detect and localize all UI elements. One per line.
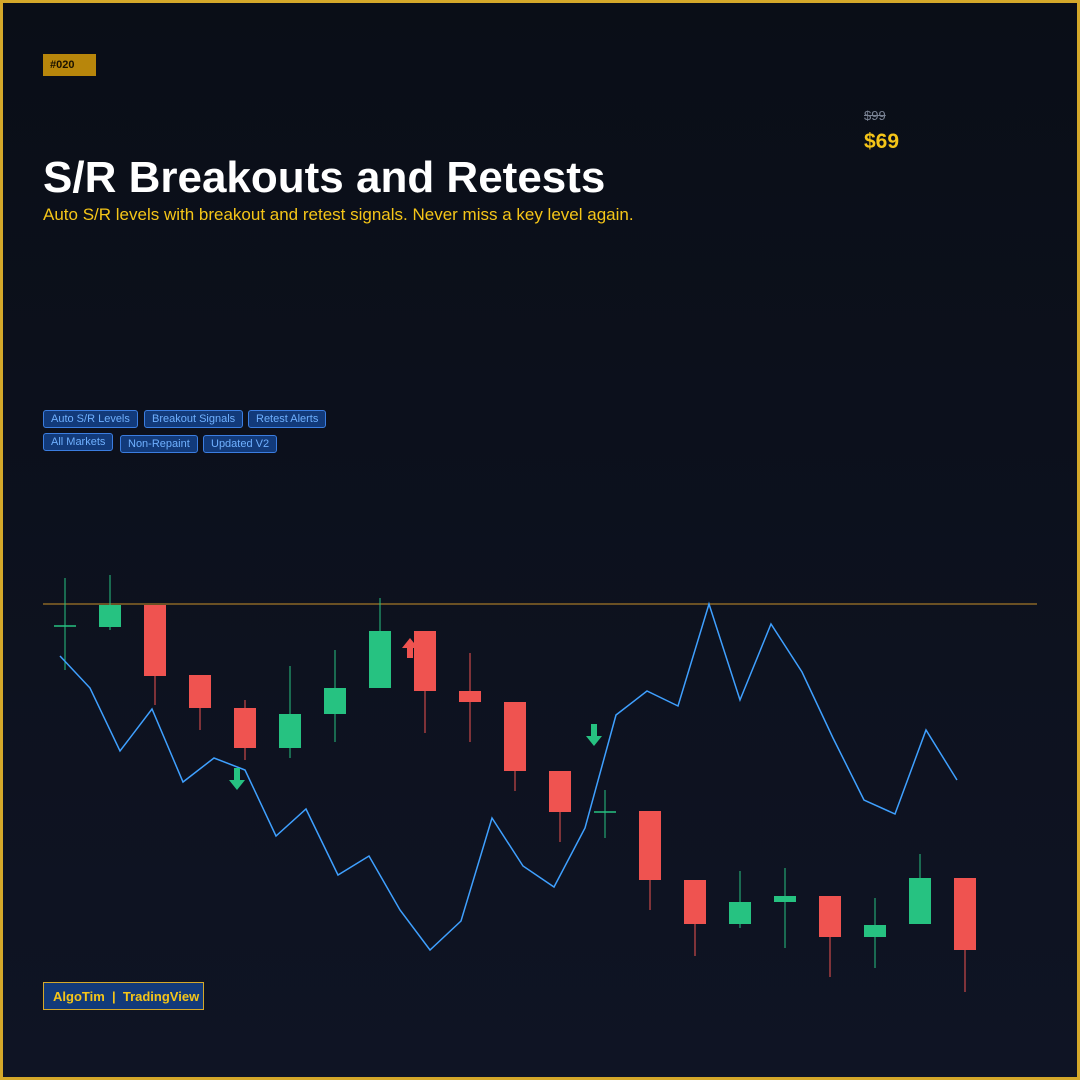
candle-body — [549, 771, 571, 812]
signal-arrow — [586, 724, 602, 746]
candle-body — [279, 714, 301, 748]
candle-body — [504, 702, 526, 771]
tag: Non-Repaint — [120, 435, 198, 453]
old-price: $99 — [864, 108, 886, 123]
candle-body — [459, 691, 481, 702]
tag: Breakout Signals — [144, 410, 244, 428]
candle-body — [369, 631, 391, 688]
candle-body — [684, 880, 706, 924]
signal-arrow — [402, 638, 418, 658]
candle-body — [639, 811, 661, 880]
candle-body — [729, 902, 751, 924]
candle-body — [414, 631, 436, 691]
tag: Retest Alerts — [248, 410, 327, 428]
tag: Updated V2 — [203, 435, 278, 453]
candle-body — [324, 688, 346, 714]
candle-body — [774, 896, 796, 902]
footer: AlgoTim | TradingView — [43, 982, 204, 1010]
candle-body — [144, 605, 166, 676]
candle-body — [864, 925, 886, 937]
badge: #020 — [43, 54, 96, 76]
tag: All Markets — [43, 433, 114, 451]
subtitle: Auto S/R levels with breakout and retest… — [43, 205, 634, 224]
candle-body — [909, 878, 931, 924]
candle-body — [234, 708, 256, 748]
candle-body — [189, 675, 211, 708]
signal-arrow — [229, 768, 245, 790]
candle-body — [99, 605, 121, 627]
candle-body — [819, 896, 841, 937]
tag: Auto S/R Levels — [43, 410, 138, 428]
price-line — [59, 601, 958, 952]
title: S/R Breakouts and Retests — [43, 153, 606, 202]
candle-body — [954, 878, 976, 950]
price: $69 — [864, 130, 900, 153]
